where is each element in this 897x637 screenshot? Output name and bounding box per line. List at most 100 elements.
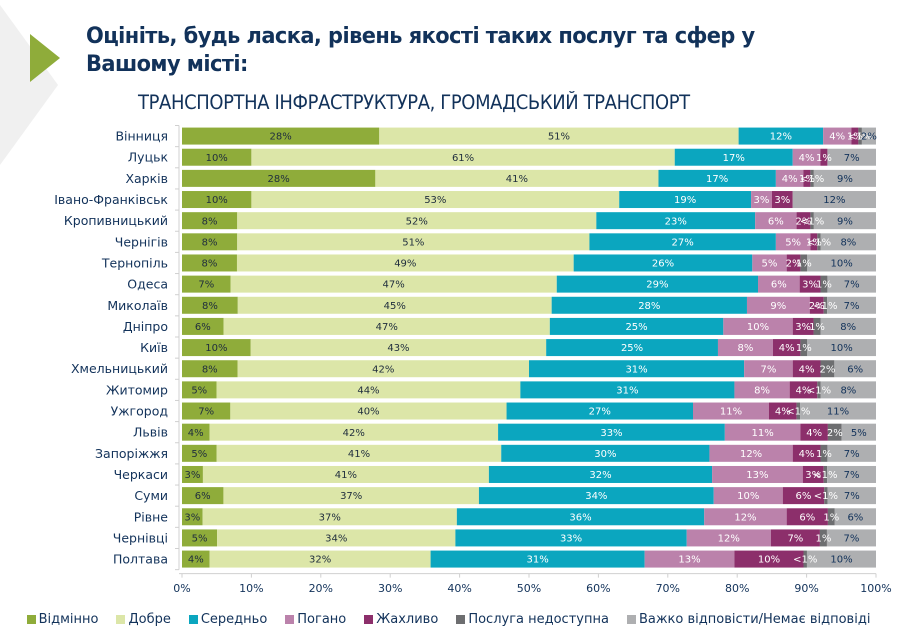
bar-segment-відмінно xyxy=(182,402,231,420)
bar-segment-жахливо xyxy=(770,529,820,547)
data-label: 9% xyxy=(837,216,853,227)
data-label: 49% xyxy=(394,259,416,270)
slide-title: Оцініть, будь ласка, рівень якості таких… xyxy=(86,23,755,77)
data-label: 31% xyxy=(625,364,647,375)
bar-segment-відмінно xyxy=(182,465,203,483)
data-label: 41% xyxy=(348,449,370,460)
legend-item: Послуга недоступна xyxy=(456,612,609,627)
data-label: 53% xyxy=(424,195,446,206)
bar-segment-важко-відповісти-немає-відповіді xyxy=(820,233,876,251)
bar-segment-жахливо xyxy=(820,148,828,166)
data-label: 8% xyxy=(202,301,218,312)
data-label: 9% xyxy=(837,174,853,185)
data-label: 52% xyxy=(406,216,428,227)
bar-segment-погано xyxy=(758,275,800,293)
bar-segment-погано xyxy=(823,127,852,145)
bar-segment-добре xyxy=(216,381,521,399)
data-label: 4% xyxy=(799,364,815,375)
category-label: Харків xyxy=(125,171,168,186)
data-label: 5% xyxy=(762,259,778,270)
data-label: 27% xyxy=(672,237,694,248)
data-label: 33% xyxy=(560,534,582,545)
data-label: 8% xyxy=(754,385,770,396)
bar-segment-відмінно xyxy=(182,339,251,357)
data-label: 4% xyxy=(829,132,845,143)
category-label: Ужгород xyxy=(111,404,168,419)
data-label: 41% xyxy=(335,470,357,481)
bar-segment-важко-відповісти-немає-відповіді xyxy=(827,487,876,505)
bar-segment-погано xyxy=(644,550,735,568)
bar-segment-середньо xyxy=(549,317,724,335)
bar-segment-жахливо xyxy=(851,127,859,145)
data-label: 4% xyxy=(188,555,204,566)
data-label: 45% xyxy=(384,301,406,312)
bar-segment-послуга-недоступна xyxy=(796,402,801,420)
data-label: 37% xyxy=(340,491,362,502)
data-label: 3% xyxy=(754,195,770,206)
x-tick-label: 80% xyxy=(725,582,749,595)
data-label: 7% xyxy=(787,534,803,545)
bar-segment-жахливо xyxy=(786,254,801,272)
data-label: 3% xyxy=(184,512,200,523)
data-label: 28% xyxy=(270,132,292,143)
bar-segment-відмінно xyxy=(182,360,238,378)
bar-segment-відмінно xyxy=(182,191,252,209)
data-label: <1% xyxy=(813,470,837,481)
bar-segment-важко-відповісти-немає-відповіді xyxy=(827,444,876,462)
bar-segment-середньо xyxy=(520,381,735,399)
data-label: <1% xyxy=(793,555,817,566)
legend-label: Послуга недоступна xyxy=(468,612,609,627)
bar-segment-середньо xyxy=(478,487,714,505)
bar-segment-жахливо xyxy=(771,191,793,209)
data-label: 1% xyxy=(815,534,831,545)
data-label: 5% xyxy=(192,534,208,545)
legend-item: Жахливо xyxy=(364,612,438,627)
bar-segment-важко-відповісти-немає-відповіді xyxy=(834,360,876,378)
data-label: 7% xyxy=(844,449,860,460)
bar-segment-середньо xyxy=(556,275,759,293)
data-label: 51% xyxy=(402,237,424,248)
bar-segment-послуга-недоступна xyxy=(810,212,814,230)
data-label: 1% xyxy=(799,174,815,185)
chart-legend: Відмінно Добре Середньо Погано Жахливо Послуг… xyxy=(0,612,897,627)
bar-segment-важко-відповісти-немає-відповіді xyxy=(827,275,876,293)
bar-segment-погано xyxy=(686,529,771,547)
data-label: 8% xyxy=(840,322,856,333)
bar-segment-відмінно xyxy=(182,127,380,145)
bar-segment-важко-відповісти-немає-відповіді xyxy=(807,254,876,272)
x-tick-label: 0% xyxy=(173,582,190,595)
bar-segment-відмінно xyxy=(182,317,224,335)
legend-swatch xyxy=(626,615,636,624)
bar-segment-важко-відповісти-немає-відповіді xyxy=(861,127,876,145)
bar-segment-середньо xyxy=(488,465,713,483)
data-label: 10% xyxy=(206,195,228,206)
data-label: 10% xyxy=(758,555,780,566)
data-label: 12% xyxy=(770,132,792,143)
bar-segment-послуга-недоступна xyxy=(827,508,835,526)
x-tick-label: 70% xyxy=(656,582,680,595)
data-label: 28% xyxy=(638,301,660,312)
data-label: 5% xyxy=(191,385,207,396)
data-label: 31% xyxy=(527,555,549,566)
data-label: 25% xyxy=(625,322,647,333)
bar-segment-середньо xyxy=(589,233,776,251)
data-label: 28% xyxy=(268,174,290,185)
bar-segment-жахливо xyxy=(734,550,804,568)
data-label: 8% xyxy=(202,259,218,270)
bar-segment-важко-відповісти-немає-відповіді xyxy=(834,508,876,526)
legend-label: Важко відповісти/Немає відповіді xyxy=(638,612,871,627)
bar-segment-погано xyxy=(693,402,769,420)
bar-segment-погано xyxy=(709,444,793,462)
data-label: 1% xyxy=(823,512,839,523)
bar-segment-добре xyxy=(216,444,502,462)
bar-segment-важко-відповісти-немає-відповіді xyxy=(813,169,876,187)
data-label: 26% xyxy=(652,259,674,270)
data-label: 37% xyxy=(319,512,341,523)
data-label: 3% xyxy=(795,322,811,333)
bar-segment-послуга-недоступна xyxy=(817,233,821,251)
data-label: 7% xyxy=(844,280,860,291)
data-label: 51% xyxy=(548,132,570,143)
bar-segment-середньо xyxy=(619,191,752,209)
bar-segment-жахливо xyxy=(792,317,814,335)
data-label: 10% xyxy=(737,491,759,502)
